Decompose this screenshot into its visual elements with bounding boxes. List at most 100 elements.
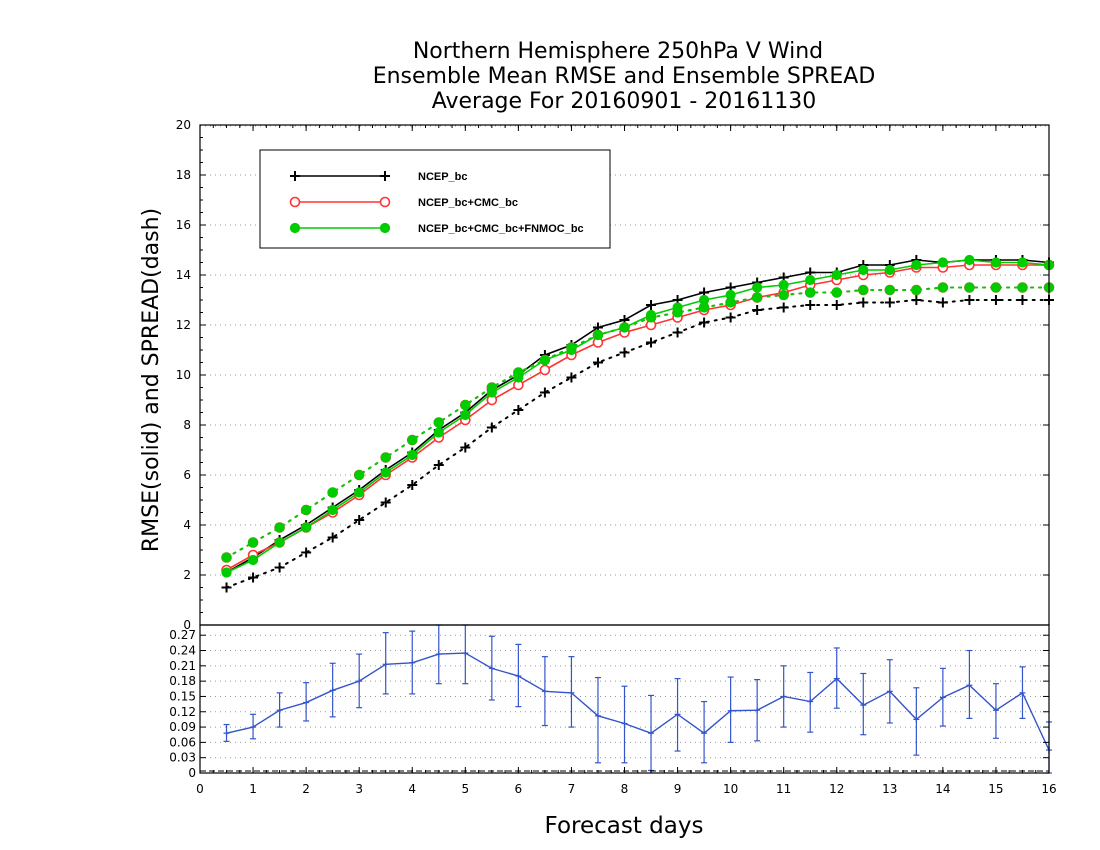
series-0-spread-point-9 (460, 442, 471, 453)
difference-point-16 (648, 730, 655, 737)
difference-point-26 (913, 716, 920, 723)
series-2-rmse-point-15 (619, 322, 630, 333)
series-2-spread-point-8 (433, 417, 444, 428)
legend-marker-left-0 (290, 171, 300, 181)
sub-ytick-label-8: 0.24 (169, 644, 196, 658)
difference-point-25 (886, 688, 893, 695)
series-0-spread-point-17 (672, 327, 683, 338)
series-2-spread-point-3 (301, 504, 312, 516)
series-0-spread-line (225, 298, 1050, 589)
difference-point-28 (966, 682, 973, 689)
series-2-rmse-point-21 (778, 279, 789, 291)
legend-item-2: NCEP_bc+CMC_bc+FNMOC_bc (289, 222, 584, 235)
sub-ytick-label-0: 0 (188, 766, 196, 780)
series-0-spread-point-2 (274, 562, 285, 573)
difference-point-12 (541, 688, 548, 695)
difference-point-27 (939, 694, 946, 701)
series-2-spread-point-5 (354, 469, 365, 481)
series-0-spread-point-24 (858, 297, 869, 308)
xtick-label-7: 7 (568, 782, 576, 796)
series-0-spread-point-26 (911, 295, 922, 305)
main-series (221, 254, 1055, 593)
x-axis-label: Forecast days (545, 813, 704, 839)
difference-point-6 (382, 661, 389, 668)
difference-point-29 (992, 707, 999, 714)
main-ytick-label-0: 0 (183, 618, 191, 632)
sub-ytick-label-1: 0.03 (169, 751, 196, 765)
xtick-label-8: 8 (621, 782, 629, 796)
difference-point-5 (356, 678, 363, 685)
series-0-spread-point-20 (752, 305, 763, 315)
series-0-spread-point-5 (354, 515, 365, 525)
series-0-spread-point-30 (1017, 295, 1028, 305)
series-2-spread-point-9 (460, 399, 471, 411)
difference-point-8 (435, 651, 442, 658)
main-ytick-label-1: 2 (183, 568, 191, 582)
series-0-spread-point-16 (646, 337, 657, 348)
series-2-rmse-point-4 (327, 504, 338, 516)
series-2-rmse-point-27 (937, 257, 948, 268)
difference-point-18 (701, 730, 708, 737)
series-0-spread-point-22 (805, 300, 816, 310)
series-0-spread-point-4 (327, 532, 338, 543)
series-2-rmse-point-20 (752, 282, 763, 293)
series-2-rmse-point-8 (433, 427, 444, 438)
legend: NCEP_bc NCEP_bc+CMC_bc NCEP_bc+CMC_bc+FNMO… (259, 149, 611, 249)
series-2-spread-point-27 (937, 282, 948, 293)
series-0-spread-point-18 (699, 317, 710, 328)
difference-point-20 (754, 707, 761, 714)
difference-point-15 (621, 720, 628, 727)
difference-point-4 (329, 687, 336, 694)
xtick-label-16: 16 (1041, 782, 1056, 796)
main-ytick-label-2: 4 (183, 518, 191, 532)
series-0-spread-point-19 (725, 312, 736, 323)
difference-point-9 (462, 650, 469, 657)
xtick-label-1: 1 (249, 782, 257, 796)
legend-label-2: NCEP_bc+CMC_bc+FNMOC_bc (418, 223, 584, 235)
chart-title-line-3: Average For 20160901 - 20161130 (432, 89, 817, 114)
series-2-rmse-point-19 (725, 289, 736, 301)
xtick-label-0: 0 (196, 782, 204, 796)
series-2-rmse-point-5 (354, 487, 365, 498)
series-2-spread-point-26 (911, 284, 922, 296)
series-2-rmse-point-26 (911, 259, 922, 271)
series-0-spread-point-12 (539, 387, 550, 398)
difference-point-19 (727, 707, 734, 714)
main-ytick-label-5: 10 (176, 368, 191, 382)
series-2-spread-point-6 (380, 452, 391, 463)
series-2-spread-point-7 (407, 434, 418, 446)
legend-items: NCEP_bc NCEP_bc+CMC_bc NCEP_bc+CMC_bc+FNMO… (289, 171, 584, 235)
series-2-rmse-point-12 (539, 354, 551, 366)
legend-label-1: NCEP_bc+CMC_bc (418, 197, 518, 209)
xtick-label-3: 3 (355, 782, 363, 796)
series-2-spread-point-23 (831, 287, 842, 298)
series-2-rmse-point-1 (247, 554, 259, 566)
sub-ytick-label-2: 0.06 (169, 735, 196, 749)
series-0-spread-point-3 (301, 547, 312, 558)
difference-point-10 (488, 665, 495, 672)
chart-title-line-2: Ensemble Mean RMSE and Ensemble SPREAD (373, 64, 876, 89)
legend-marker-right-1 (379, 196, 391, 208)
series-2-spread-point-4 (327, 487, 338, 498)
difference-point-24 (860, 702, 867, 709)
series-0-spread-point-21 (778, 302, 789, 313)
series-2-rmse-point-6 (380, 467, 391, 478)
difference-point-22 (807, 698, 814, 705)
series-2-spread-point-22 (805, 287, 816, 298)
xtick-label-5: 5 (461, 782, 469, 796)
x-axis: 0 1 2 3 4 5 6 7 8 9 10 11 12 13 14 15 16 (196, 125, 1057, 796)
series-2-rmse-point-18 (698, 294, 710, 306)
series-2-spread-point-20 (752, 292, 763, 303)
series-2-spread-point-1 (247, 537, 259, 548)
series-2-rmse-point-0 (221, 567, 232, 578)
xtick-label-15: 15 (988, 782, 1003, 796)
series-2-spread-point-2 (274, 522, 285, 533)
difference-point-17 (674, 711, 681, 718)
series-2-rmse-point-17 (672, 302, 683, 313)
series-2-spread-point-0 (221, 552, 232, 563)
series-0-spread-point-11 (513, 405, 524, 415)
main-ytick-label-4: 8 (183, 418, 191, 432)
difference-point-30 (1019, 689, 1026, 696)
series-0-spread-point-7 (407, 480, 418, 490)
